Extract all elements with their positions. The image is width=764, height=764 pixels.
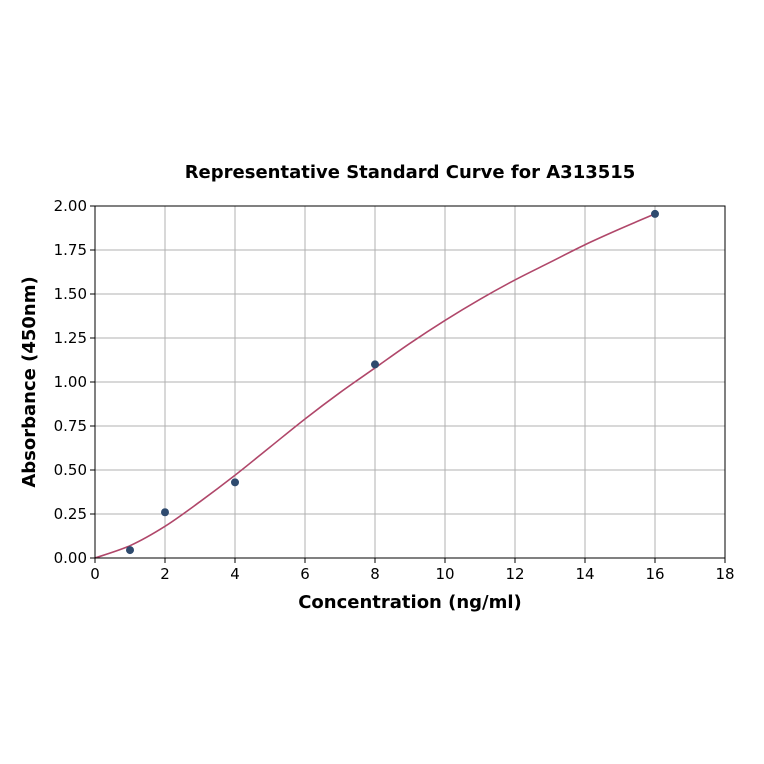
data-point xyxy=(126,546,134,555)
data-point xyxy=(161,508,169,517)
y-tick-label: 1.50 xyxy=(54,285,87,303)
y-axis-label: Absorbance (450nm) xyxy=(19,276,40,487)
x-tick-label: 4 xyxy=(230,565,240,583)
x-tick-label: 12 xyxy=(505,565,524,583)
x-tick-label: 0 xyxy=(90,565,100,583)
x-tick-label: 6 xyxy=(300,565,310,583)
y-tick-label: 2.00 xyxy=(54,197,87,215)
data-point xyxy=(651,209,659,218)
y-tick-label: 0.75 xyxy=(54,417,87,435)
data-points-layer xyxy=(126,209,659,555)
data-point xyxy=(231,478,239,487)
y-tick-label: 0.00 xyxy=(54,549,87,567)
x-tick-label: 14 xyxy=(575,565,594,583)
x-tick-label: 18 xyxy=(715,565,734,583)
x-axis-label: Concentration (ng/ml) xyxy=(298,592,522,613)
x-tick-label: 8 xyxy=(370,565,380,583)
plot-area-frame xyxy=(94,205,726,559)
y-tick-label: 1.75 xyxy=(54,241,87,259)
y-tick-label: 0.25 xyxy=(54,505,87,523)
chart-title: Representative Standard Curve for A31351… xyxy=(185,162,636,183)
axis-ticks: 0 2 4 6 8 10 12 14 16 18 0.00 0.25 0.50 0.75 1.00 1.25 1… xyxy=(54,197,735,583)
y-tick-label: 0.50 xyxy=(54,461,87,479)
x-tick-label: 16 xyxy=(645,565,664,583)
x-tick-label: 2 xyxy=(160,565,170,583)
data-point xyxy=(371,360,379,369)
y-tick-label: 1.00 xyxy=(54,373,87,391)
grid-lines xyxy=(94,205,726,559)
x-tick-label: 10 xyxy=(435,565,454,583)
y-tick-label: 1.25 xyxy=(54,329,87,347)
